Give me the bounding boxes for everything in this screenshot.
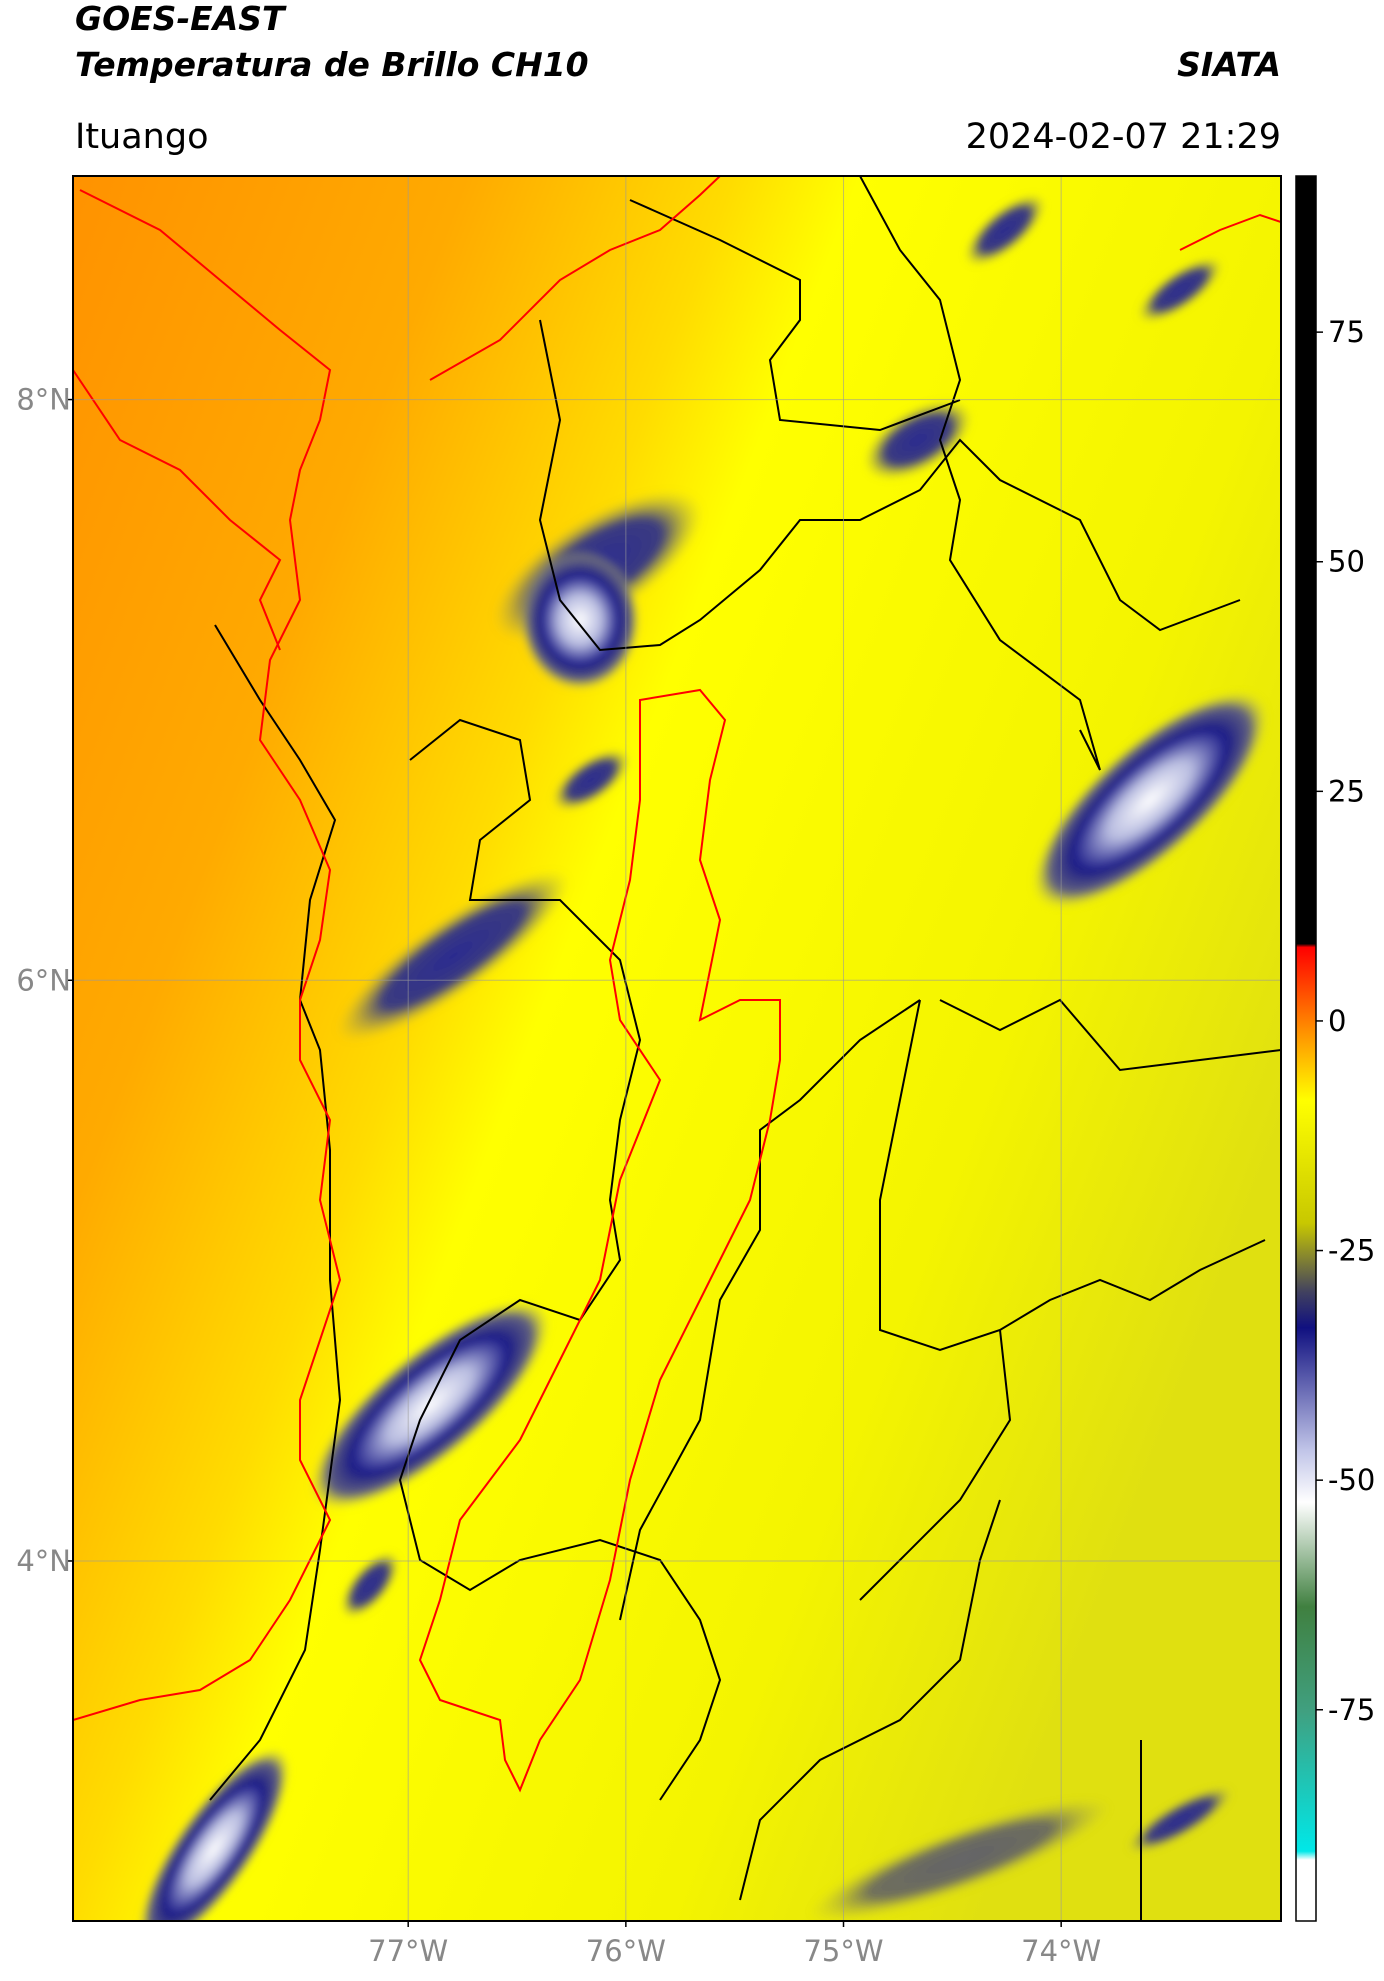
red-boundaries <box>73 176 1281 1793</box>
lon-tick-label: 77°W <box>368 1934 448 1968</box>
colorbar-tick-label: -75 <box>1328 1693 1375 1727</box>
colorbar-tick-label: -25 <box>1328 1234 1375 1268</box>
lat-tick-label: 6°N <box>16 963 71 997</box>
subtitle: Temperatura de Brillo CH10 <box>75 45 589 84</box>
title: GOES-EAST <box>75 0 287 38</box>
map-frame <box>72 175 1282 1922</box>
source: SIATA <box>1177 45 1281 84</box>
colorbar-tick-label: 0 <box>1328 1004 1346 1038</box>
lat-tick-label: 4°N <box>16 1544 71 1578</box>
place: Ituango <box>75 117 209 157</box>
graticule <box>73 176 1281 1921</box>
map-area <box>73 176 1281 1921</box>
map-background <box>73 176 1281 1921</box>
lon-tick-label: 76°W <box>586 1934 666 1968</box>
borders <box>209 176 1281 1921</box>
lon-tick-label: 74°W <box>1021 1934 1101 1968</box>
cloud-fields <box>138 194 1268 1921</box>
colorbar-tick-label: 50 <box>1328 545 1365 579</box>
datetime: 2024-02-07 21:29 <box>966 117 1281 157</box>
lat-tick-label: 8°N <box>16 383 71 417</box>
colorbar <box>1295 175 1317 1922</box>
colorbar-tick-label: -50 <box>1328 1463 1375 1497</box>
lon-tick-label: 75°W <box>803 1934 883 1968</box>
colorbar-tick-label: 75 <box>1328 315 1365 349</box>
colorbar-tick-label: 25 <box>1328 774 1365 808</box>
